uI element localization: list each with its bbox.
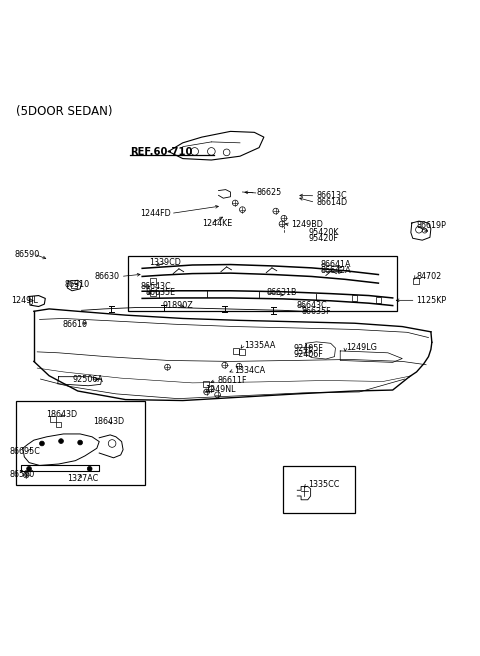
Text: 18643D: 18643D xyxy=(46,411,77,419)
Circle shape xyxy=(78,440,83,445)
Text: 1249NL: 1249NL xyxy=(205,385,236,394)
Circle shape xyxy=(27,466,32,471)
Text: REF.60-710: REF.60-710 xyxy=(130,147,192,157)
Text: 18643D: 18643D xyxy=(94,417,125,426)
Text: 86635F: 86635F xyxy=(301,307,331,316)
Text: 86619P: 86619P xyxy=(417,221,446,230)
Text: 86590: 86590 xyxy=(10,470,35,480)
Text: 95420K: 95420K xyxy=(308,228,339,237)
Text: 86614D: 86614D xyxy=(316,198,348,207)
Text: 86642A: 86642A xyxy=(320,266,351,276)
Text: 95420F: 95420F xyxy=(308,234,338,243)
Bar xyxy=(71,283,77,289)
Text: 86641A: 86641A xyxy=(320,260,351,268)
Circle shape xyxy=(87,466,92,471)
Text: (5DOOR SEDAN): (5DOOR SEDAN) xyxy=(16,105,112,117)
Bar xyxy=(375,297,381,303)
Text: 91890Z: 91890Z xyxy=(163,300,193,310)
Bar xyxy=(150,290,156,297)
Text: 92405F: 92405F xyxy=(294,344,324,352)
Text: 1249BD: 1249BD xyxy=(291,220,324,230)
Text: 1335AA: 1335AA xyxy=(244,341,275,350)
Text: 86643C: 86643C xyxy=(141,281,171,291)
Text: 1334CA: 1334CA xyxy=(234,366,265,375)
Text: 1244FD: 1244FD xyxy=(140,209,171,218)
Text: 1125KP: 1125KP xyxy=(417,296,447,305)
Text: 1335CC: 1335CC xyxy=(308,480,340,489)
Bar xyxy=(56,422,61,427)
Text: 86590: 86590 xyxy=(15,249,40,258)
Text: 86625: 86625 xyxy=(257,188,282,197)
Text: 1339CD: 1339CD xyxy=(149,258,181,267)
Bar xyxy=(240,349,245,355)
Circle shape xyxy=(59,439,63,443)
Text: 1327AC: 1327AC xyxy=(67,474,98,483)
Bar xyxy=(16,401,144,485)
Text: 86630: 86630 xyxy=(95,272,120,281)
Bar xyxy=(352,295,358,301)
Text: 86635E: 86635E xyxy=(146,288,176,297)
Text: 86631B: 86631B xyxy=(266,288,297,297)
Text: 86695C: 86695C xyxy=(10,447,41,456)
Bar xyxy=(412,278,419,284)
Bar xyxy=(150,278,156,284)
Bar xyxy=(283,466,355,513)
Text: 92406F: 92406F xyxy=(294,350,324,359)
Bar xyxy=(50,415,56,422)
Bar xyxy=(203,381,208,386)
Text: 92506A: 92506A xyxy=(72,375,103,384)
Text: 1249LG: 1249LG xyxy=(347,343,377,352)
Text: 86610: 86610 xyxy=(62,319,87,329)
Text: 1249JL: 1249JL xyxy=(11,296,38,305)
Text: 86613C: 86613C xyxy=(316,192,347,200)
Bar xyxy=(233,348,240,354)
Text: 84702: 84702 xyxy=(417,272,442,281)
Text: 1244KE: 1244KE xyxy=(202,220,232,228)
Text: 86611F: 86611F xyxy=(217,376,247,385)
Circle shape xyxy=(39,441,44,446)
Text: 86910: 86910 xyxy=(65,279,90,289)
Bar xyxy=(128,256,397,312)
Text: 86643C: 86643C xyxy=(296,300,327,310)
